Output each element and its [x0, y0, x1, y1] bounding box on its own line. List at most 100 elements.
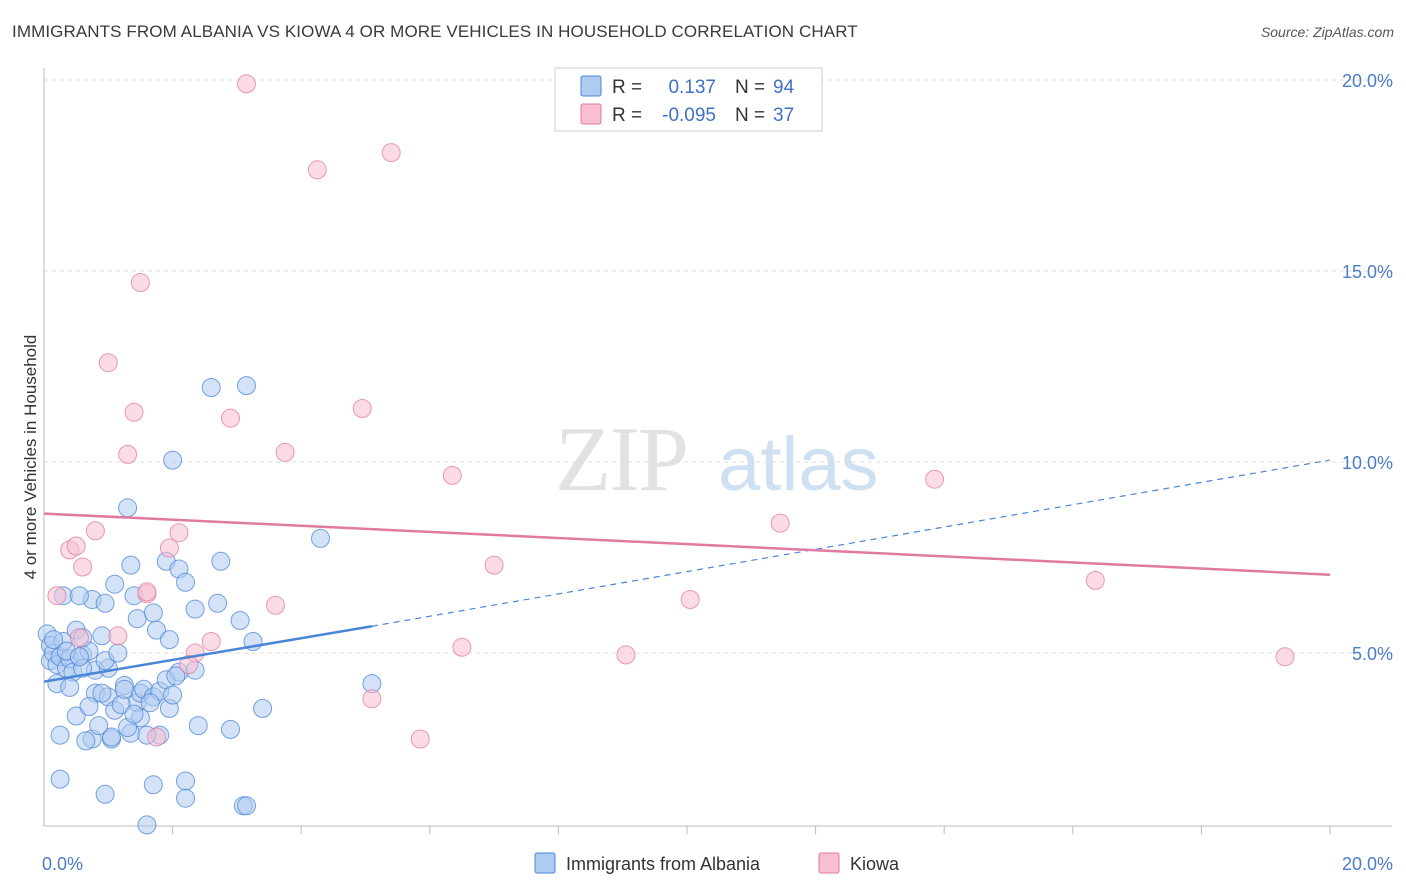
albania-point-75 [253, 698, 273, 718]
kiowa-point-4 [98, 353, 118, 373]
albania-point-61 [176, 771, 195, 791]
kiowa-point-9 [352, 399, 372, 418]
legend-r-value-albania: 0.137 [668, 77, 716, 98]
kiowa-point-36 [137, 582, 157, 602]
kiowa-point-2 [381, 143, 401, 163]
albania-point-28 [176, 572, 195, 592]
albania-point-31 [163, 450, 183, 470]
kiowa-point-12 [770, 513, 790, 533]
bottom-legend-swatch-albania [534, 852, 556, 874]
kiowa-point-3 [130, 273, 150, 292]
albania-point-82 [69, 586, 89, 606]
kiowa-point-15 [73, 557, 93, 577]
kiowa-point-25 [69, 628, 89, 648]
bottom-legend-label-albania: Immigrants from Albania [566, 854, 761, 874]
albania-point-64 [137, 815, 157, 835]
kiowa-point-30 [452, 637, 472, 657]
albania-point-88 [166, 666, 186, 686]
albania-point-59 [163, 685, 183, 705]
albania-point-80 [147, 620, 166, 640]
albania-trend-line [43, 625, 373, 683]
albania-point-83 [127, 609, 147, 629]
albania-point-21 [95, 593, 115, 613]
kiowa-point-20 [1085, 570, 1105, 590]
kiowa-point-11 [925, 469, 945, 489]
kiowa-point-14 [66, 536, 86, 556]
kiowa-point-21 [47, 586, 67, 606]
y-tick-label-2: 15.0% [1342, 262, 1393, 282]
albania-point-48 [66, 706, 86, 726]
albania-point-29 [211, 551, 231, 571]
bottom-legend-label-kiowa: Kiowa [850, 854, 900, 874]
data-points [37, 74, 1295, 835]
albania-point-33 [237, 376, 256, 396]
kiowa-point-18 [169, 523, 189, 543]
albania-point-91 [69, 647, 89, 667]
y-tick-label-1: 10.0% [1342, 453, 1393, 473]
y-tick-label-3: 20.0% [1342, 71, 1393, 91]
kiowa-point-23 [266, 595, 285, 615]
watermark-zip: ZIP [555, 408, 687, 510]
kiowa-point-1 [307, 160, 327, 180]
kiowa-point-31 [616, 645, 636, 665]
albania-point-22 [105, 574, 125, 594]
albania-point-92 [44, 630, 64, 650]
legend-swatch-albania [580, 75, 602, 97]
albania-point-63 [95, 784, 115, 804]
albania-point-84 [185, 599, 205, 619]
albania-point-47 [50, 725, 70, 745]
stats-legend: R = 0.137 N = 94 R = -0.095 N = 37 [554, 67, 823, 132]
legend-n-value-kiowa: 37 [773, 105, 794, 126]
albania-point-62 [176, 788, 195, 808]
chart-source: Source: ZipAtlas.com [1260, 24, 1394, 40]
albania-point-16 [92, 626, 112, 646]
albania-point-30 [118, 498, 138, 518]
albania-point-79 [108, 643, 128, 663]
bottom-legend-swatch-kiowa [818, 852, 840, 874]
albania-point-74 [221, 719, 240, 739]
gridlines [44, 79, 1392, 654]
albania-point-49 [79, 697, 99, 716]
albania-point-50 [92, 683, 112, 703]
kiowa-point-16 [85, 521, 105, 541]
kiowa-point-0 [237, 74, 256, 94]
kiowa-point-27 [201, 632, 221, 651]
y-tick-labels: 5.0% 10.0% 15.0% 20.0% [1342, 71, 1393, 664]
kiowa-point-19 [484, 555, 504, 575]
kiowa-point-26 [108, 626, 128, 646]
albania-point-60 [143, 775, 163, 795]
albania-point-56 [140, 693, 160, 713]
kiowa-point-29 [179, 655, 199, 674]
albania-point-85 [76, 731, 96, 751]
legend-n-value-albania: 94 [773, 77, 795, 98]
albania-point-86 [89, 716, 109, 736]
watermark-atlas: atlas [718, 422, 879, 507]
albania-point-25 [143, 603, 163, 623]
albania-trend-extension [371, 459, 1331, 627]
y-axis-label: 4 or more Vehicles in Household [21, 335, 40, 580]
x-tick-label-0: 0.0% [42, 854, 83, 874]
kiowa-point-7 [221, 408, 240, 428]
trend-lines [43, 459, 1331, 683]
y-tick-label-0: 5.0% [1352, 644, 1393, 664]
albania-point-73 [188, 716, 208, 736]
x-tick-label-1: 20.0% [1342, 854, 1393, 874]
legend-n-label-kiowa: N = [735, 105, 765, 126]
albania-point-87 [114, 679, 134, 699]
legend-r-label-kiowa: R = [612, 105, 642, 126]
kiowa-point-35 [147, 727, 166, 747]
kiowa-point-24 [680, 590, 700, 609]
albania-point-71 [124, 704, 144, 724]
kiowa-point-34 [410, 729, 430, 749]
legend-swatch-kiowa [580, 103, 602, 125]
kiowa-point-8 [275, 442, 295, 462]
x-tick-labels: 0.0% 20.0% [42, 826, 1393, 874]
albania-point-23 [121, 555, 141, 575]
series-legend: Immigrants from Albania Kiowa [534, 852, 900, 874]
kiowa-point-32 [1275, 647, 1295, 667]
kiowa-point-6 [118, 444, 138, 464]
albania-point-93 [208, 593, 228, 613]
albania-point-77 [230, 611, 250, 630]
kiowa-point-17 [159, 538, 179, 558]
